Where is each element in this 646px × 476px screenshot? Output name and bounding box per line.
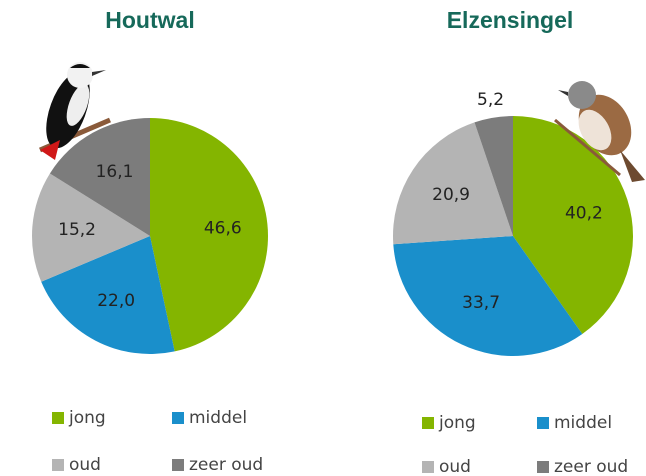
- data-label: 15,2: [58, 220, 96, 240]
- legend-label: zeer oud: [189, 455, 263, 475]
- data-label: 16,1: [96, 162, 134, 182]
- data-label: 5,2: [477, 90, 504, 110]
- legend-label: jong: [68, 408, 106, 428]
- legend-label: oud: [69, 455, 101, 475]
- legend-label: jong: [438, 413, 476, 433]
- legend-label: zeer oud: [554, 457, 628, 476]
- data-label: 20,9: [432, 185, 470, 205]
- data-label: 46,6: [204, 218, 242, 238]
- legend-swatch: [422, 461, 434, 473]
- chart: Houtwal 46,6 22,0 15,2 16,1 jong middel oud zeer…: [0, 0, 646, 476]
- legend-swatch: [422, 417, 434, 429]
- data-label: 40,2: [565, 203, 603, 223]
- legend-label: oud: [439, 457, 471, 476]
- legend-swatch: [172, 459, 184, 471]
- data-label: 22,0: [97, 291, 135, 311]
- legend-swatch: [52, 459, 64, 471]
- legend-label: middel: [554, 413, 612, 433]
- pies: Houtwal 46,6 22,0 15,2 16,1 jong middel oud zeer…: [32, 7, 633, 476]
- legend-swatch: [172, 412, 184, 424]
- chart-title: Elzensingel: [447, 7, 574, 33]
- legend-label: middel: [189, 408, 247, 428]
- legend-swatch: [537, 417, 549, 429]
- chart-title: Houtwal: [105, 7, 194, 33]
- page: {"chart_data": [ {"type": "pie", "title"…: [0, 0, 646, 476]
- data-label: 33,7: [462, 293, 500, 313]
- legend-swatch: [537, 461, 549, 473]
- legend-swatch: [52, 412, 64, 424]
